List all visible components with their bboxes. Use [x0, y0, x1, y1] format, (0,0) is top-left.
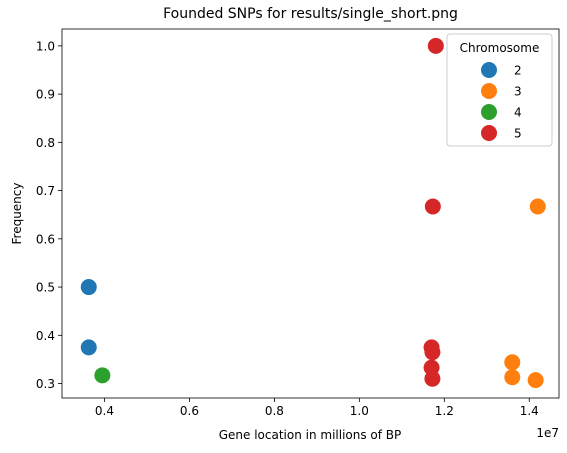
legend-marker-3	[481, 83, 497, 99]
y-tick-label: 0.8	[36, 136, 55, 150]
legend-label-3: 3	[514, 85, 522, 99]
plot-frame	[61, 28, 560, 399]
x-tick-label: 0.8	[265, 404, 284, 418]
data-point-chromosome-5	[424, 344, 441, 361]
y-tick-label: 0.5	[36, 281, 55, 295]
chart-title: Founded SNPs for results/single_short.pn…	[163, 6, 458, 22]
y-tick-label: 0.3	[36, 377, 55, 391]
x-offset-label: 1e7	[536, 426, 559, 440]
data-point-chromosome-2	[80, 339, 97, 356]
data-point-chromosome-2	[80, 279, 97, 296]
data-point-chromosome-3	[504, 369, 521, 386]
legend-marker-2	[481, 62, 497, 78]
legend-marker-5	[481, 125, 497, 141]
data-point-chromosome-5	[424, 370, 441, 387]
y-tick-label: 0.9	[36, 88, 55, 102]
y-tick-label: 0.4	[36, 329, 55, 343]
legend-frame	[446, 33, 553, 147]
data-point-chromosome-3	[527, 372, 544, 389]
legend-label-2: 2	[514, 64, 522, 78]
legend-items: 2 3 4 5	[481, 62, 522, 141]
legend-title: Chromosome	[460, 41, 540, 55]
data-point-chromosome-4	[94, 367, 111, 384]
y-axis-label: Frequency	[10, 183, 24, 245]
legend-marker-4	[481, 104, 497, 120]
x-tick-label: 1.0	[350, 404, 369, 418]
x-tick-label: 0.6	[180, 404, 199, 418]
data-point-chromosome-5	[424, 198, 441, 215]
x-axis: 0.4 0.6 0.8 1.0 1.2 1.4	[95, 398, 539, 418]
x-tick-label: 0.4	[95, 404, 114, 418]
data-point-chromosome-3	[504, 354, 521, 371]
data-point-chromosome-5	[427, 37, 444, 54]
legend-label-4: 4	[514, 106, 522, 120]
y-tick-label: 1.0	[36, 39, 55, 53]
data-points	[80, 37, 546, 389]
legend-label-5: 5	[514, 127, 522, 141]
y-tick-label: 0.6	[36, 232, 55, 246]
y-tick-label: 0.7	[36, 184, 55, 198]
data-point-chromosome-3	[529, 198, 546, 215]
x-axis-label: Gene location in millions of BP	[219, 428, 402, 442]
y-axis: 0.3 0.4 0.5 0.6 0.7 0.8 0.9 1.0	[36, 39, 62, 391]
legend: Chromosome 2 3 4 5	[446, 33, 553, 147]
x-tick-label: 1.2	[435, 404, 454, 418]
x-tick-label: 1.4	[520, 404, 539, 418]
